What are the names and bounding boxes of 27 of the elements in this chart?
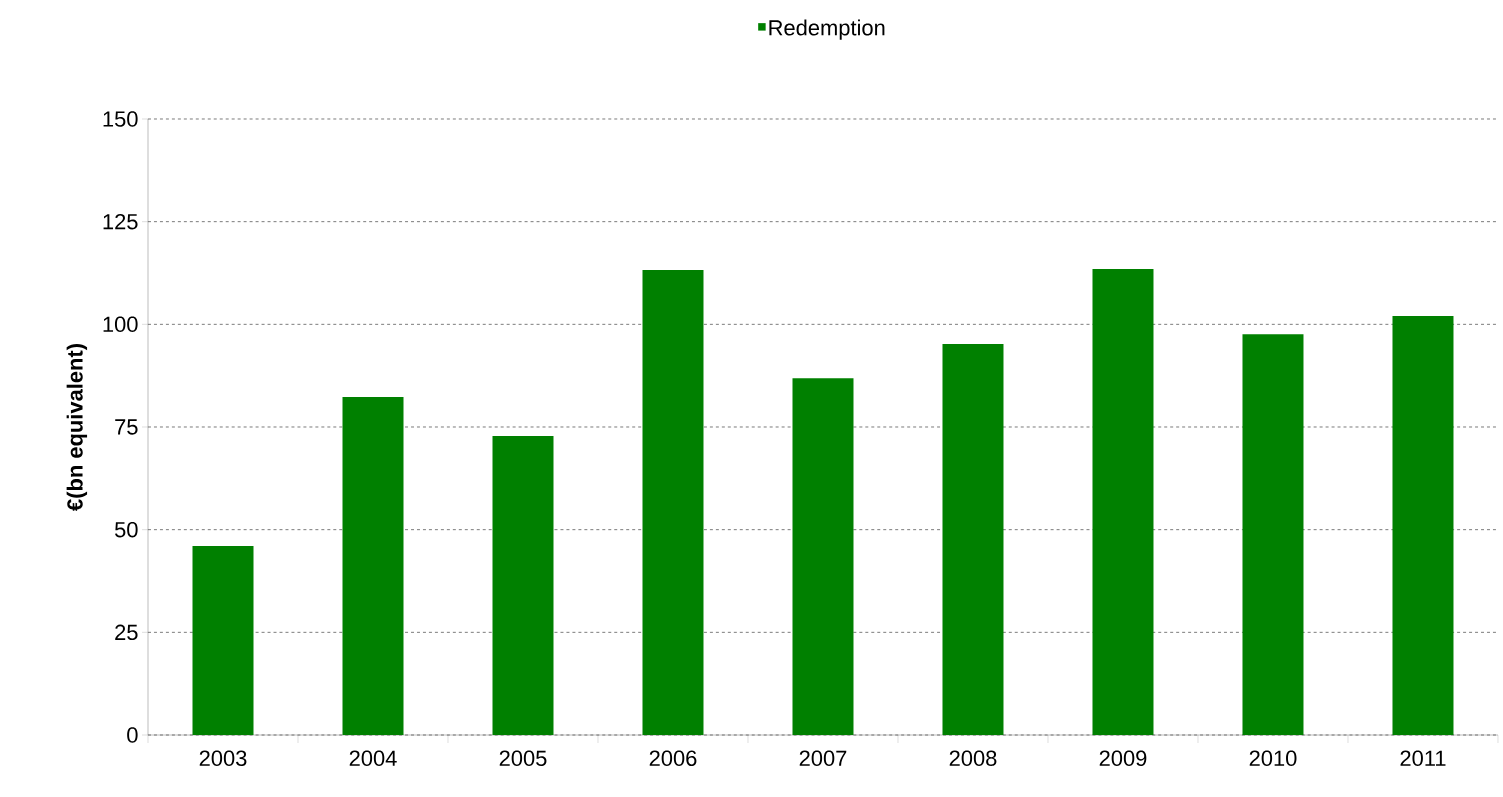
- x-tick-label: 2005: [499, 750, 547, 767]
- bar: [192, 546, 254, 735]
- y-tick-label: 100: [103, 316, 138, 333]
- bar: [342, 397, 404, 735]
- x-tick-label: 2007: [799, 750, 847, 767]
- x-tick-label: 2008: [949, 750, 997, 767]
- bar: [492, 436, 554, 735]
- y-tick-label: 125: [103, 213, 138, 230]
- y-tick-label: 50: [114, 521, 138, 538]
- x-tick-label: 2009: [1099, 750, 1147, 767]
- y-tick-label: 0: [127, 727, 138, 743]
- x-tick-label: 2011: [1400, 750, 1446, 767]
- y-tick-label: 150: [103, 111, 138, 127]
- legend-label: Redemption: [769, 19, 885, 40]
- bar: [792, 378, 854, 735]
- y-axis-title: €(bn equivalent): [66, 344, 88, 511]
- bar: [942, 344, 1004, 735]
- bar: [1242, 334, 1304, 735]
- bar: [1092, 268, 1154, 735]
- bar: [642, 270, 704, 735]
- y-tick-label: 75: [115, 419, 138, 435]
- x-tick-label: 2006: [649, 750, 697, 767]
- x-tick-label: 2004: [349, 750, 397, 767]
- y-tick-label: 25: [115, 624, 138, 641]
- bar: [1392, 316, 1454, 735]
- x-tick-label: 2010: [1249, 750, 1297, 767]
- x-tick-label: 2003: [199, 750, 247, 767]
